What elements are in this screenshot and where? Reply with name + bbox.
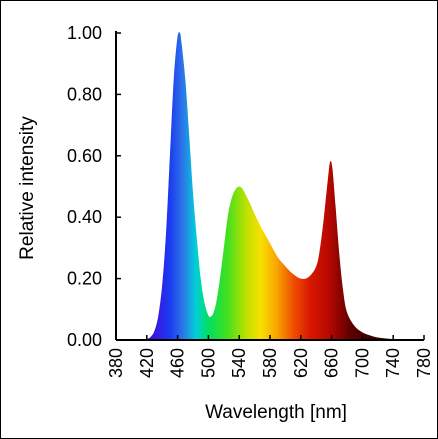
y-tick-label: 0.20 — [67, 269, 102, 289]
x-tick-label: 660 — [322, 348, 342, 378]
plot-area — [116, 32, 424, 341]
y-tick-label: 0.00 — [67, 330, 102, 350]
spectrum-area — [116, 32, 424, 341]
y-axis-title: Relative intensity — [17, 116, 38, 260]
y-tick-label: 0.40 — [67, 207, 102, 227]
y-tick-label: 1.00 — [67, 23, 102, 43]
x-tick-label: 460 — [168, 348, 188, 378]
y-tick-labels: 0.00 0.20 0.40 0.60 0.80 1.00 — [67, 23, 102, 350]
x-tick-label: 620 — [291, 348, 311, 378]
x-tick-label: 700 — [352, 348, 372, 378]
x-tick-label: 780 — [414, 348, 434, 378]
y-tick-label: 0.80 — [67, 84, 102, 104]
x-tick-label: 380 — [106, 348, 126, 378]
y-tick-label: 0.60 — [67, 146, 102, 166]
x-tick-labels: 380 420 460 500 540 580 620 660 700 740 780 — [106, 348, 434, 378]
x-tick-label: 580 — [260, 348, 280, 378]
x-tick-label: 500 — [198, 348, 218, 378]
x-tick-label: 740 — [383, 348, 403, 378]
axes — [115, 31, 425, 341]
x-axis-title: Wavelength [nm] — [205, 402, 347, 423]
x-tick-label: 420 — [137, 348, 157, 378]
x-tick-label: 540 — [229, 348, 249, 378]
